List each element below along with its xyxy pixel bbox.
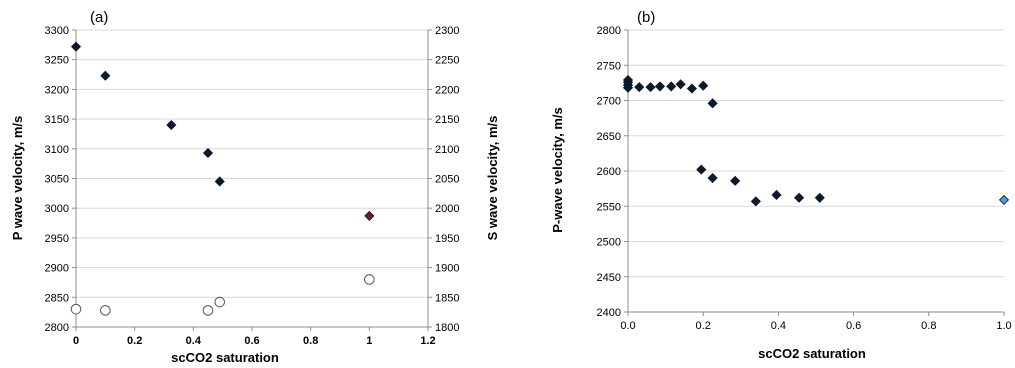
y-tick-label: 2850 <box>45 292 69 304</box>
data-point-diamond <box>686 83 697 94</box>
y-tick-label: 2600 <box>597 166 621 178</box>
data-point-diamond <box>654 81 666 92</box>
x-tick-label: 1.0 <box>996 320 1011 332</box>
y-axis-title: P wave velocity, m/s <box>10 116 25 241</box>
x-axis-title: scCO2 saturation <box>171 350 279 365</box>
data-point-diamond <box>645 82 656 93</box>
y-tick-label: 2550 <box>597 201 621 213</box>
x-tick-label: 0.0 <box>620 320 635 332</box>
data-point-diamond <box>707 98 718 109</box>
data-point-diamond <box>771 189 782 201</box>
panel-label: (b) <box>637 9 655 26</box>
data-point-circle <box>202 305 214 316</box>
y-tick-label: 3200 <box>45 84 69 96</box>
chart-panel-b: 2400 2450 2500 2550 2600 2650 2700 2750 2800 0.0 0… <box>550 9 1012 361</box>
x-tick-label: 0.2 <box>127 335 142 347</box>
y2-tick-label: 1850 <box>435 292 459 304</box>
data-point-circle <box>70 303 82 315</box>
x-tick-label: 0.4 <box>771 320 786 332</box>
y2-tick-label: 2200 <box>435 84 459 96</box>
x-tick-label: 1.2 <box>420 335 435 347</box>
data-point-diamond <box>622 74 634 86</box>
data-point-diamond <box>730 175 741 186</box>
x-tick-label: 0.6 <box>244 335 259 347</box>
y-tick-label: 2700 <box>597 96 621 108</box>
y-tick-label: 2900 <box>45 263 69 275</box>
data-point-diamond <box>698 80 709 91</box>
y-tick-label: 2800 <box>597 25 621 37</box>
y-tick-label: 2950 <box>45 233 69 245</box>
y-tick-label: 2800 <box>45 322 69 334</box>
y2-tick-label: 2050 <box>435 174 459 186</box>
data-point-circle <box>100 305 111 316</box>
x-tick-label: 1 <box>366 335 372 347</box>
data-point-diamond <box>634 82 645 93</box>
x-tick-label: 0.6 <box>846 320 861 332</box>
y-tick-label: 2750 <box>597 60 621 72</box>
x-tick-label: 0.4 <box>186 335 202 347</box>
data-point-diamond <box>750 196 761 207</box>
y-tick-label: 3150 <box>45 114 69 126</box>
data-point-circle <box>364 274 375 285</box>
data-point-diamond <box>794 192 805 203</box>
y-tick-label: 2500 <box>597 237 621 249</box>
y2-tick-label: 1950 <box>435 233 459 245</box>
chart-panel-a: 2800 2850 2900 2950 3000 3050 3100 3150 3200 3250… <box>10 9 500 365</box>
data-point-diamond <box>214 176 225 187</box>
data-point-diamond <box>814 192 825 203</box>
data-point-diamond <box>364 210 375 221</box>
panel-label: (a) <box>90 9 108 26</box>
y-tick-label: 3100 <box>45 144 69 156</box>
data-point-diamond <box>707 172 718 184</box>
y2-axis-title: S wave velocity, m/s <box>485 116 500 241</box>
y-tick-label: 2650 <box>597 131 621 143</box>
y2-tick-label: 2000 <box>435 203 459 215</box>
x-tick-label: 0.2 <box>696 320 711 332</box>
y-axis-title: P-wave velocity, m/s <box>550 107 565 233</box>
y-tick-label: 2450 <box>597 272 621 284</box>
y2-tick-label: 1900 <box>435 263 459 275</box>
y-tick-label: 2400 <box>597 307 621 319</box>
x-tick-label: 0.8 <box>303 335 318 347</box>
y2-tick-label: 1800 <box>435 322 459 334</box>
y-tick-label: 3000 <box>45 203 69 215</box>
x-tick-label: 0.8 <box>921 320 936 332</box>
data-point-circle <box>214 296 226 308</box>
data-point-diamond <box>666 81 677 92</box>
data-point-diamond <box>998 194 1010 205</box>
x-tick-label: 0 <box>73 335 79 347</box>
data-point-diamond <box>202 147 214 159</box>
y2-tick-label: 2150 <box>435 114 459 126</box>
data-point-diamond <box>696 164 707 175</box>
y-tick-label: 3300 <box>45 25 69 37</box>
y-tick-label: 3250 <box>45 55 69 67</box>
data-point-diamond <box>675 79 686 90</box>
data-point-diamond <box>166 119 177 131</box>
data-point-diamond <box>100 70 111 81</box>
y2-tick-label: 2100 <box>435 144 459 156</box>
y-tick-label: 3050 <box>45 174 69 186</box>
data-point-diamond <box>70 41 82 52</box>
x-axis-title: scCO2 saturation <box>758 346 866 361</box>
y2-tick-label: 2250 <box>435 55 459 67</box>
y2-tick-label: 2300 <box>435 25 459 37</box>
